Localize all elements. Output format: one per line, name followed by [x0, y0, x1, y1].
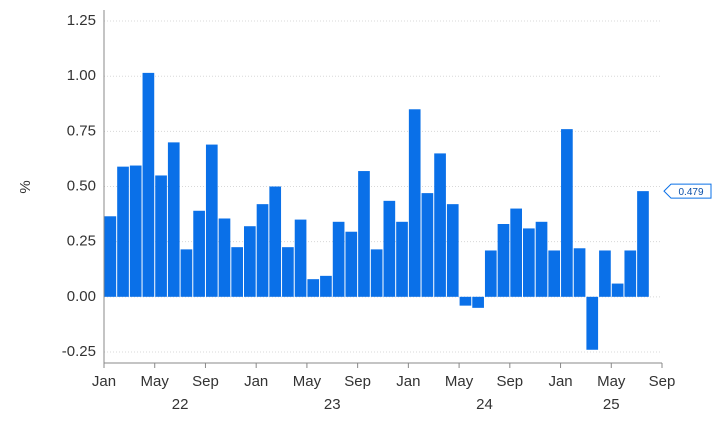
bar [637, 191, 649, 297]
bar [117, 166, 129, 297]
bar [180, 249, 193, 297]
bar [484, 250, 497, 297]
bar [535, 221, 548, 297]
x-tick-label: Sep [192, 373, 219, 390]
x-year-label: 24 [476, 396, 493, 413]
x-tick-label: Jan [244, 373, 268, 390]
x-tick-label: Jan [548, 373, 572, 390]
bar [104, 216, 117, 297]
x-tick-label: Jan [92, 373, 116, 390]
bar [383, 200, 396, 297]
bar [497, 224, 510, 297]
bar [345, 231, 358, 297]
x-year-label: 25 [603, 396, 620, 413]
bar [408, 109, 421, 297]
bar [446, 204, 459, 297]
bar [231, 247, 243, 297]
bar [523, 228, 535, 297]
bar [434, 153, 446, 297]
bar [256, 204, 269, 297]
x-tick-label: May [141, 373, 170, 390]
x-year-label: 22 [172, 396, 189, 413]
y-tick-label: 1.00 [67, 67, 96, 84]
value-callout-box [663, 183, 712, 199]
bar [155, 175, 167, 297]
bar [396, 221, 408, 297]
bar [421, 193, 434, 297]
bar [307, 279, 320, 297]
x-tick-label: May [445, 373, 474, 390]
bar [586, 296, 599, 350]
y-tick-label: 1.25 [67, 12, 96, 29]
x-tick-label: Sep [496, 373, 523, 390]
x-year-label: 23 [324, 396, 341, 413]
x-tick-label: Sep [344, 373, 371, 390]
bar [205, 144, 218, 297]
bar [358, 171, 370, 297]
bar [320, 275, 332, 297]
bar [244, 226, 256, 297]
bar [472, 296, 484, 308]
bar [611, 283, 624, 297]
bar [193, 210, 205, 297]
bar [573, 248, 586, 297]
bar [332, 221, 345, 297]
bar [548, 250, 561, 297]
x-tick-label: Sep [649, 373, 676, 390]
bar [282, 247, 294, 297]
bar [561, 129, 573, 297]
bar [167, 142, 180, 297]
y-tick-label: 0.75 [67, 122, 96, 139]
bar [269, 186, 282, 297]
y-tick-label: 0.00 [67, 288, 96, 305]
x-tick-label: May [597, 373, 626, 390]
y-tick-label: 0.50 [67, 177, 96, 194]
y-tick-label: -0.25 [62, 343, 96, 360]
bar [129, 165, 142, 297]
y-tick-label: 0.25 [67, 233, 96, 250]
bar [294, 219, 307, 297]
bar [459, 296, 472, 306]
y-axis-label: % [17, 180, 34, 193]
bar [510, 208, 522, 297]
x-tick-label: Jan [396, 373, 420, 390]
bar [599, 250, 611, 297]
bar [218, 218, 231, 297]
bar [624, 250, 637, 297]
x-tick-label: May [293, 373, 322, 390]
bar [142, 72, 155, 297]
bar [370, 249, 383, 297]
value-callout-label: 0.479 [678, 187, 703, 198]
